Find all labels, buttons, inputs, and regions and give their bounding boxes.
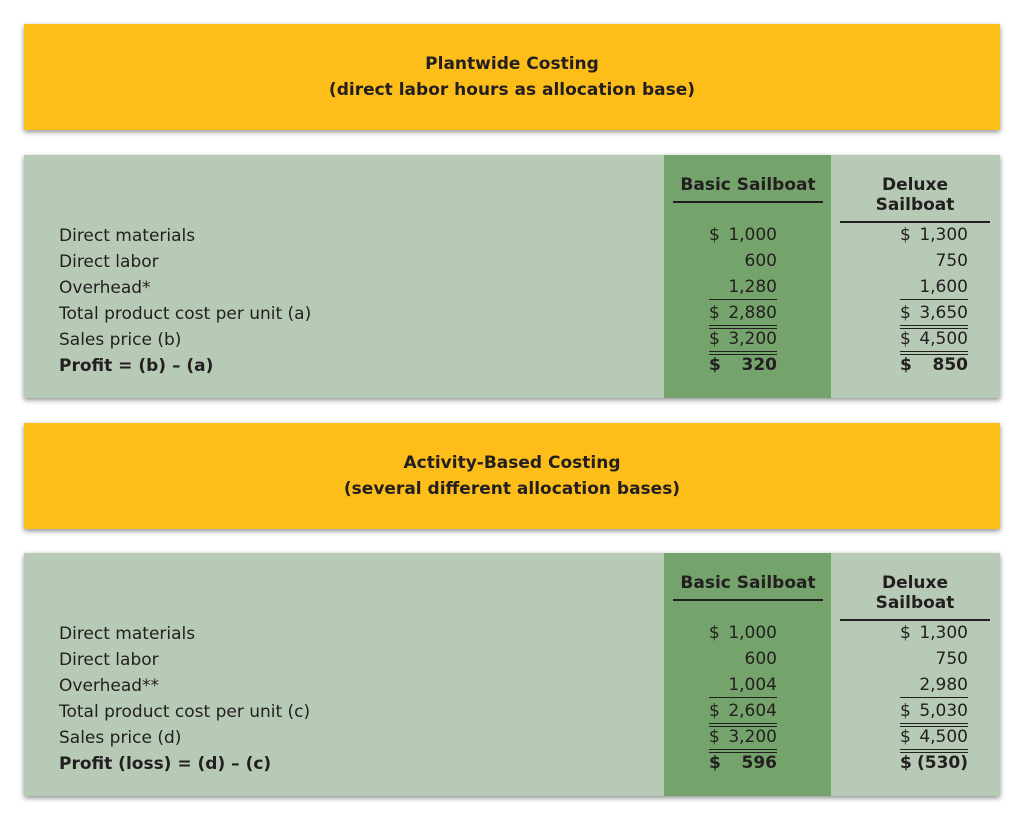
section-subtitle: (several different allocation bases)	[343, 479, 681, 499]
value-deluxe: $3,650	[900, 301, 968, 329]
row-label: Direct labor	[59, 650, 159, 670]
row-label: Profit = (b) – (a)	[59, 356, 214, 376]
highlight-column	[664, 553, 831, 796]
value-deluxe: 2,980	[900, 673, 968, 698]
value-basic: 600	[744, 251, 777, 271]
value-basic: $1,000	[709, 623, 777, 643]
value-basic: $3,200	[709, 327, 777, 355]
value-deluxe: 1,600	[900, 275, 968, 300]
value-basic: $3,200	[709, 725, 777, 753]
column-header-basic: Basic Sailboat	[673, 573, 823, 601]
section-title: Activity-Based Costing	[403, 453, 621, 473]
value-basic: $320	[709, 355, 777, 375]
row-label: Total product cost per unit (a)	[59, 304, 312, 324]
value-deluxe: $4,500	[900, 725, 968, 753]
value-deluxe: $5,030	[900, 699, 968, 727]
value-basic: $2,604	[709, 699, 777, 727]
value-deluxe: $850	[900, 355, 968, 375]
value-basic: $2,880	[709, 301, 777, 329]
row-label: Profit (loss) = (d) – (c)	[59, 754, 272, 774]
row-label: Direct materials	[59, 226, 196, 246]
value-deluxe: 750	[935, 251, 968, 271]
cost-table: Basic Sailboat Deluxe Sailboat Direct mat…	[24, 155, 1000, 398]
value-basic: $1,000	[709, 225, 777, 245]
value-deluxe: 750	[935, 649, 968, 669]
value-basic: 1,004	[709, 673, 777, 698]
row-label: Overhead**	[59, 676, 160, 696]
section-banner: Activity-Based Costing (several differen…	[24, 423, 1000, 529]
value-deluxe: $1,300	[900, 225, 968, 245]
row-label: Overhead*	[59, 278, 151, 298]
highlight-column	[664, 155, 831, 398]
cost-table: Basic Sailboat Deluxe Sailboat Direct mat…	[24, 553, 1000, 796]
row-label: Total product cost per unit (c)	[59, 702, 311, 722]
section-banner: Plantwide Costing (direct labor hours as…	[24, 24, 1000, 130]
column-header-basic: Basic Sailboat	[673, 175, 823, 203]
section-subtitle: (direct labor hours as allocation base)	[328, 80, 696, 100]
value-deluxe: $ (530)	[900, 753, 968, 773]
row-label: Direct labor	[59, 252, 159, 272]
value-basic: $596	[709, 753, 777, 773]
section-title: Plantwide Costing	[425, 54, 599, 74]
value-deluxe: $1,300	[900, 623, 968, 643]
value-basic: 1,280	[709, 275, 777, 300]
row-label: Sales price (b)	[59, 330, 182, 350]
row-label: Sales price (d)	[59, 728, 182, 748]
value-basic: 600	[744, 649, 777, 669]
column-header-deluxe: Deluxe Sailboat	[840, 573, 990, 621]
column-header-deluxe: Deluxe Sailboat	[840, 175, 990, 223]
row-label: Direct materials	[59, 624, 196, 644]
value-deluxe: $4,500	[900, 327, 968, 355]
